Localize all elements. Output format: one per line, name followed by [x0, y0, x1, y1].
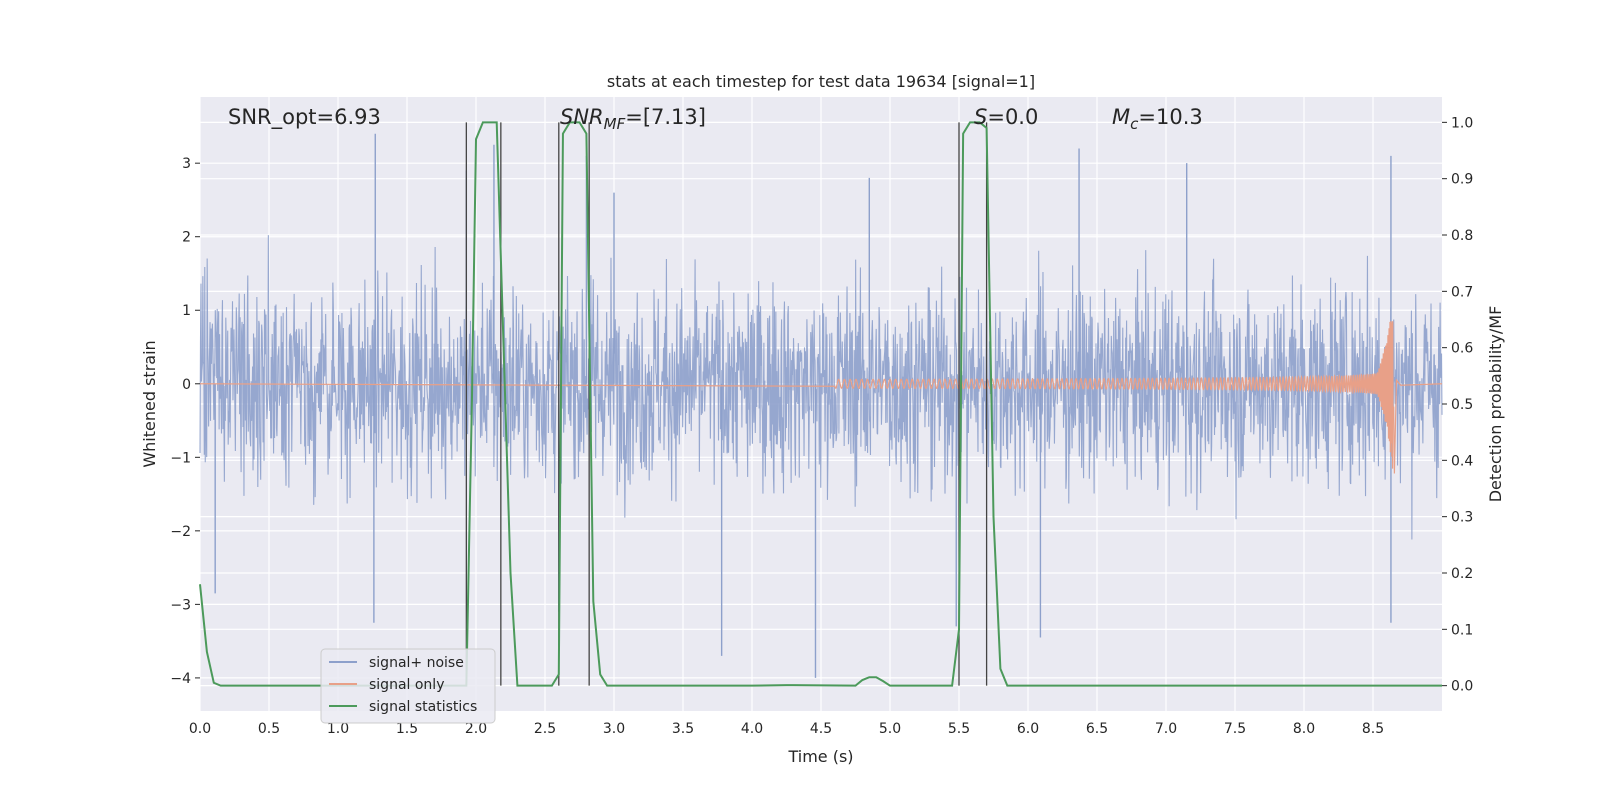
y-left-axis-label: Whitened strain: [140, 340, 159, 467]
x-tick-label-10: 5.0: [879, 721, 901, 737]
x-axis-label: Time (s): [787, 747, 853, 766]
chart-title: stats at each timestep for test data 196…: [607, 72, 1035, 91]
y-right-axis-ticks: 0.0 0.1 0.2 0.3 0.4 0.5 0.6 0.7 0.8 0.9 1.0: [1442, 115, 1473, 695]
x-tick-label-5: 2.5: [534, 721, 556, 737]
x-axis-ticks: 0.0 0.5 1.0 1.5 2.0 2.5 3.0 3.5 4.0 4.5 5.0 5.5 6.0 6…: [189, 721, 1384, 737]
y-left-tick-label-4: 0: [182, 377, 191, 393]
y-right-tick-label-4: 0.4: [1451, 453, 1473, 469]
annotation-chirp-mass: Mc=10.3: [1112, 105, 1203, 133]
annotation-s-value: S=0.0: [974, 105, 1038, 129]
signal-only-line: [199, 321, 1443, 474]
y-right-tick-label-5: 0.5: [1451, 397, 1473, 413]
y-right-tick-label-2: 0.2: [1451, 566, 1473, 582]
x-tick-label-16: 8.0: [1293, 721, 1315, 737]
x-tick-label-4: 2.0: [465, 721, 487, 737]
signal-statistics-series: [199, 121, 1442, 687]
signal-noise-line: [199, 235, 1443, 540]
y-right-tick-label-10: 1.0: [1451, 115, 1473, 131]
x-tick-label-7: 3.5: [672, 721, 694, 737]
x-tick-label-0: 0.0: [189, 721, 211, 737]
y-right-tick-label-6: 0.6: [1451, 341, 1473, 357]
x-tick-label-11: 5.5: [948, 721, 970, 737]
y-left-tick-label-2: −2: [170, 524, 191, 540]
signal-statistics-line: [199, 121, 1442, 687]
legend: signal+ noise signal only signal statist…: [320, 648, 496, 724]
y-left-tick-label-6: 2: [182, 230, 191, 246]
x-tick-label-1: 0.5: [258, 721, 280, 737]
x-tick-label-12: 6.0: [1017, 721, 1039, 737]
x-tick-label-13: 6.5: [1086, 721, 1108, 737]
annotation-snr-mf: SNRMF=[7.13]: [560, 105, 706, 133]
y-right-tick-label-1: 0.1: [1451, 622, 1473, 638]
x-tick-label-17: 8.5: [1362, 721, 1384, 737]
y-left-tick-label-3: −1: [170, 450, 191, 466]
annotation-snr-opt: SNR_opt=6.93: [228, 105, 381, 130]
y-left-axis-ticks: −4 −3 −2 −1 0 1 2 3: [170, 156, 200, 687]
y-left-tick-label-5: 1: [182, 303, 191, 319]
y-left-tick-label-0: −4: [170, 671, 191, 687]
y-right-tick-label-0: 0.0: [1451, 679, 1473, 695]
x-tick-label-8: 4.0: [741, 721, 763, 737]
y-right-tick-label-8: 0.8: [1451, 228, 1473, 244]
y-left-tick-label-7: 3: [182, 156, 191, 172]
legend-label-signal-statistics: signal statistics: [369, 699, 477, 715]
y-right-tick-label-3: 0.3: [1451, 510, 1473, 526]
legend-label-signal-only: signal only: [369, 677, 444, 693]
x-tick-label-15: 7.5: [1224, 721, 1246, 737]
y-right-tick-label-9: 0.9: [1451, 172, 1473, 188]
y-left-tick-label-1: −3: [170, 597, 191, 613]
x-tick-label-14: 7.0: [1155, 721, 1177, 737]
x-tick-label-3: 1.5: [396, 721, 418, 737]
legend-box: [320, 648, 496, 724]
y-right-axis-label: Detection probability/MF: [1486, 306, 1505, 503]
legend-label-signal-noise: signal+ noise: [369, 655, 464, 671]
x-tick-label-2: 1.0: [327, 721, 349, 737]
x-tick-label-6: 3.0: [603, 721, 625, 737]
signal-only-series: [199, 321, 1443, 474]
y-right-tick-label-7: 0.7: [1451, 284, 1473, 300]
x-tick-label-9: 4.5: [810, 721, 832, 737]
